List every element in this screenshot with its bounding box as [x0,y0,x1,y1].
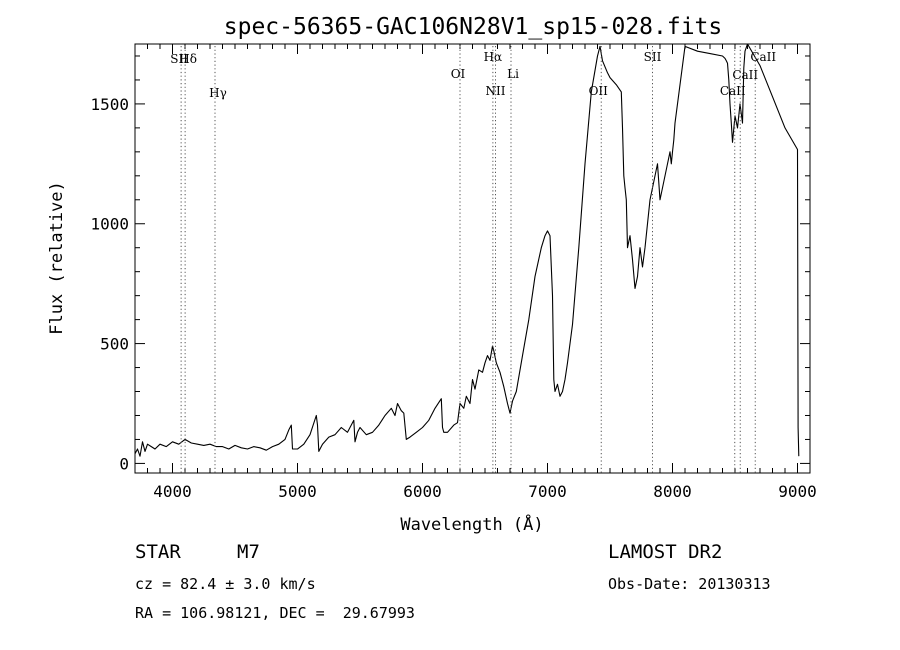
chart-title: spec-56365-GAC106N28V1_sp15-028.fits [224,14,723,40]
object-class: STAR [135,541,181,563]
y-tick-label: 1500 [90,95,129,114]
plot-area [134,43,811,474]
spectral-line-label: CaII [732,68,758,82]
spectral-line-label: NII [486,84,506,98]
y-tick-label: 500 [100,335,129,354]
x-tick-label: 6000 [403,482,442,501]
spectrum-chart: spec-56365-GAC106N28V1_sp15-028.fits 400… [47,14,817,535]
spectral-line-label: OI [451,67,466,81]
x-axis-label: Wavelength (Å) [400,513,543,535]
y-axis-ticks: 0 500 1000 1500 [90,55,810,473]
spectral-line-label: Hδ [179,52,197,66]
spectral-line-label: CaII [720,84,746,98]
object-subclass: M7 [237,541,260,563]
y-axis-label: Flux (relative) [47,181,67,335]
spectral-line-label: OII [589,84,609,98]
x-tick-label: 4000 [153,482,192,501]
redshift-velocity: cz = 82.4 ± 3.0 km/s [135,575,316,593]
y-tick-label: 0 [119,454,129,473]
ra-dec-coordinates: RA = 106.98121, DEC = 29.67993 [135,604,415,622]
x-tick-label: 9000 [778,482,817,501]
y-tick-label: 1000 [90,215,129,234]
observation-date: Obs-Date: 20130313 [608,575,771,593]
spectral-line-label: Li [507,67,519,81]
spectral-line-label: Hγ [209,86,227,100]
plot-frame [134,43,811,474]
spectral-line-label: Hα [484,50,503,64]
spectral-line-label: SII [170,52,188,66]
spectral-line-label: SII [644,50,662,64]
x-tick-label: 5000 [278,482,317,501]
x-tick-label: 7000 [528,482,567,501]
x-tick-label: 8000 [653,482,692,501]
x-axis-ticks: 4000 5000 6000 7000 8000 9000 [147,44,817,501]
spectral-line-label: CaII [750,50,776,64]
spectrum-line [135,44,800,457]
survey-name: LAMOST DR2 [608,541,723,563]
